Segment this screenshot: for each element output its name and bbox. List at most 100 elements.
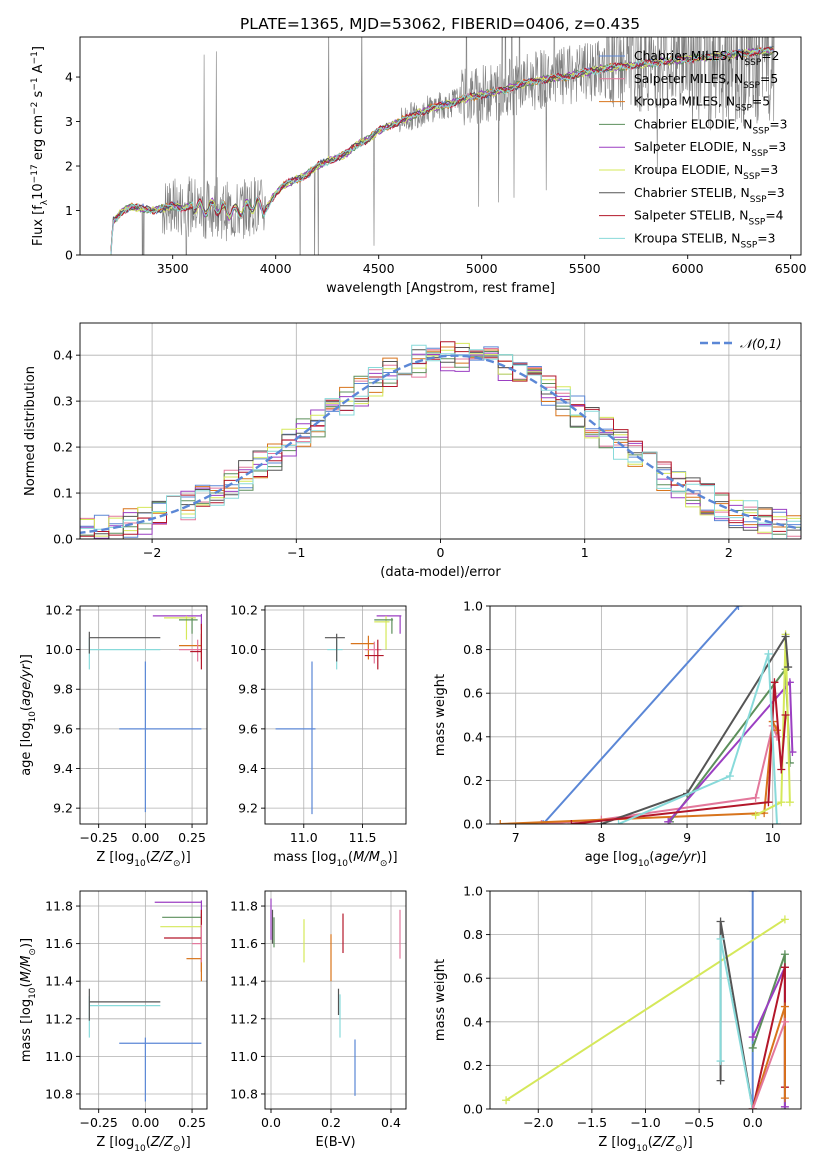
y-tick-label: 10.2 — [230, 602, 258, 617]
x-tick-label: 5500 — [569, 261, 601, 276]
x-axis-label: Z [log10(Z/Z⊙)] — [96, 1135, 190, 1154]
y-tick-label: 0.4 — [53, 348, 73, 363]
legend-label: Salpeter STELIB, NSSP=4 — [634, 209, 784, 228]
figure-title: PLATE=1365, MJD=53062, FIBERID=0406, z=0… — [240, 15, 640, 33]
y-tick-label: 9.4 — [53, 761, 73, 776]
y-tick-label: 1.0 — [463, 884, 483, 899]
y-tick-label: 9.8 — [238, 682, 258, 697]
y-tick-label: 10.8 — [230, 1086, 258, 1101]
y-axis-label: mass weight — [433, 959, 448, 1041]
spectrum-chart: 3500 4000 4500 5000 5500 6000 6500 0 1 2 3 4 Chabrie… — [30, 36, 807, 296]
axes-frame — [79, 890, 208, 1110]
axes-frame — [264, 890, 407, 1110]
x-tick-label: −1.5 — [577, 1115, 607, 1130]
weight-point — [784, 663, 793, 672]
axes-frame — [264, 605, 407, 825]
y-tick-label: 11.8 — [45, 899, 73, 914]
x-tick-label: 6500 — [775, 261, 807, 276]
y-axis-label: mass weight — [433, 674, 448, 756]
y-tick-label: 3 — [65, 114, 73, 129]
x-axis-label: (data-model)/error — [380, 565, 501, 580]
x-tick-label: 1 — [581, 545, 589, 560]
weight-point — [770, 678, 779, 687]
weight_vs_age-chart: 7 8 9 10 0.0 0.2 0.4 0.6 0.8 1.0 age [log10(age/yr… — [433, 599, 802, 869]
weight-point — [496, 820, 505, 824]
weight-point — [725, 772, 734, 781]
x-tick-label: 0.25 — [178, 1115, 206, 1130]
x-tick-label: −0.25 — [80, 1115, 118, 1130]
weight-point — [780, 1094, 789, 1103]
x-tick-label: −2.0 — [523, 1115, 553, 1130]
legend-label: Chabrier ELODIE, NSSP=3 — [634, 117, 787, 136]
y-tick-label: 9.6 — [238, 721, 258, 736]
data-spectrum-line — [112, 37, 775, 255]
y-tick-label: 0.2 — [463, 773, 483, 788]
weight-point — [773, 820, 782, 824]
model-line-kroupa_stelib — [110, 47, 774, 255]
y-tick-label: 0.1 — [53, 486, 73, 501]
weight-point — [614, 820, 623, 824]
y-tick-label: 9.2 — [238, 801, 258, 816]
x-tick-label: −2 — [143, 545, 161, 560]
x-tick-label: −1.0 — [630, 1115, 660, 1130]
residuals-chart: −2 −1 0 1 2 0.0 0.1 0.2 0.3 0.4 𝒩(0,1) (data-model)… — [23, 322, 802, 580]
weight-point — [780, 1102, 789, 1109]
legend-label: Chabrier STELIB, NSSP=3 — [634, 186, 785, 205]
weight-point — [716, 917, 725, 926]
weight-line-kroupa_elodie — [502, 915, 789, 1105]
weight-point — [748, 1043, 757, 1052]
weight-line-salpeter_miles — [748, 1017, 789, 1109]
errorbar-chabrier_stelib — [88, 631, 161, 654]
weight-point — [751, 793, 760, 802]
weight-point — [716, 1057, 725, 1066]
weight-point — [716, 1076, 725, 1085]
y-tick-label: 0.6 — [463, 971, 483, 986]
x-tick-label: 11.5 — [349, 830, 377, 845]
y-axis-label: age [log10(age/yr)] — [19, 654, 38, 776]
errorbar-kroupa_miles — [186, 939, 202, 982]
errorbar-chabrier_elodie — [162, 913, 202, 944]
weight-point — [567, 820, 576, 824]
x-axis-label: mass [log10(M/M⊙)] — [273, 850, 397, 869]
mass_vs_Z-chart: −0.25 0.00 0.25 10.8 11.0 11.2 11.4 11.6 11.8 Z [… — [19, 890, 208, 1154]
errorbar-salpeter_elodie — [152, 613, 202, 630]
legend-label: Salpeter MILES, NSSP=5 — [634, 72, 778, 91]
y-tick-label: 11.6 — [230, 936, 258, 951]
weight-line-salpeter_stelib — [567, 678, 790, 824]
errorbar-salpeter_stelib — [164, 909, 202, 972]
legend-label: Salpeter ELODIE, NSSP=3 — [634, 140, 786, 159]
y-tick-label: 11.2 — [45, 1011, 73, 1026]
errorbar-chabrier_miles — [119, 661, 202, 813]
weight-line-salpeter_stelib — [748, 963, 789, 1109]
y-tick-label: 10.0 — [45, 642, 73, 657]
x-tick-label: −0.25 — [80, 830, 118, 845]
errorbar-salpeter_miles — [364, 641, 382, 664]
y-tick-label: 0.8 — [463, 642, 483, 657]
errorbar-chabrier_miles — [275, 661, 316, 815]
x-tick-label: 0.4 — [381, 1115, 401, 1130]
gaussian-curve — [80, 354, 801, 535]
x-tick-label: 10 — [765, 830, 781, 845]
x-tick-label: 0.0 — [743, 1115, 763, 1130]
y-tick-label: 0.0 — [463, 817, 483, 832]
weight-point — [780, 1017, 789, 1026]
weight-point — [777, 765, 786, 774]
weight-point — [734, 606, 743, 610]
y-axis-label: Flux [fλ10−17 erg cm−2 s−1 A−1] — [30, 46, 50, 246]
weight-point — [748, 1033, 757, 1042]
weight-point — [764, 649, 773, 658]
y-tick-label: 0.2 — [463, 1058, 483, 1073]
x-axis-label: E(B-V) — [315, 1135, 355, 1150]
weight-point — [788, 748, 797, 757]
errorbar-salpeter_stelib — [364, 639, 384, 670]
weight-point — [748, 1105, 757, 1109]
y-tick-label: 0.0 — [463, 1102, 483, 1117]
y-tick-label: 2 — [65, 159, 73, 174]
weight-line-chabrier_miles — [539, 606, 743, 824]
weight-line-salpeter_elodie — [664, 678, 797, 824]
y-tick-label: 11.4 — [45, 974, 73, 989]
errorbar-chabrier_elodie — [178, 617, 198, 634]
legend-label: Chabrier MILES, NSSP=2 — [634, 49, 779, 68]
weight-point — [781, 632, 790, 641]
y-tick-label: 4 — [65, 70, 73, 85]
